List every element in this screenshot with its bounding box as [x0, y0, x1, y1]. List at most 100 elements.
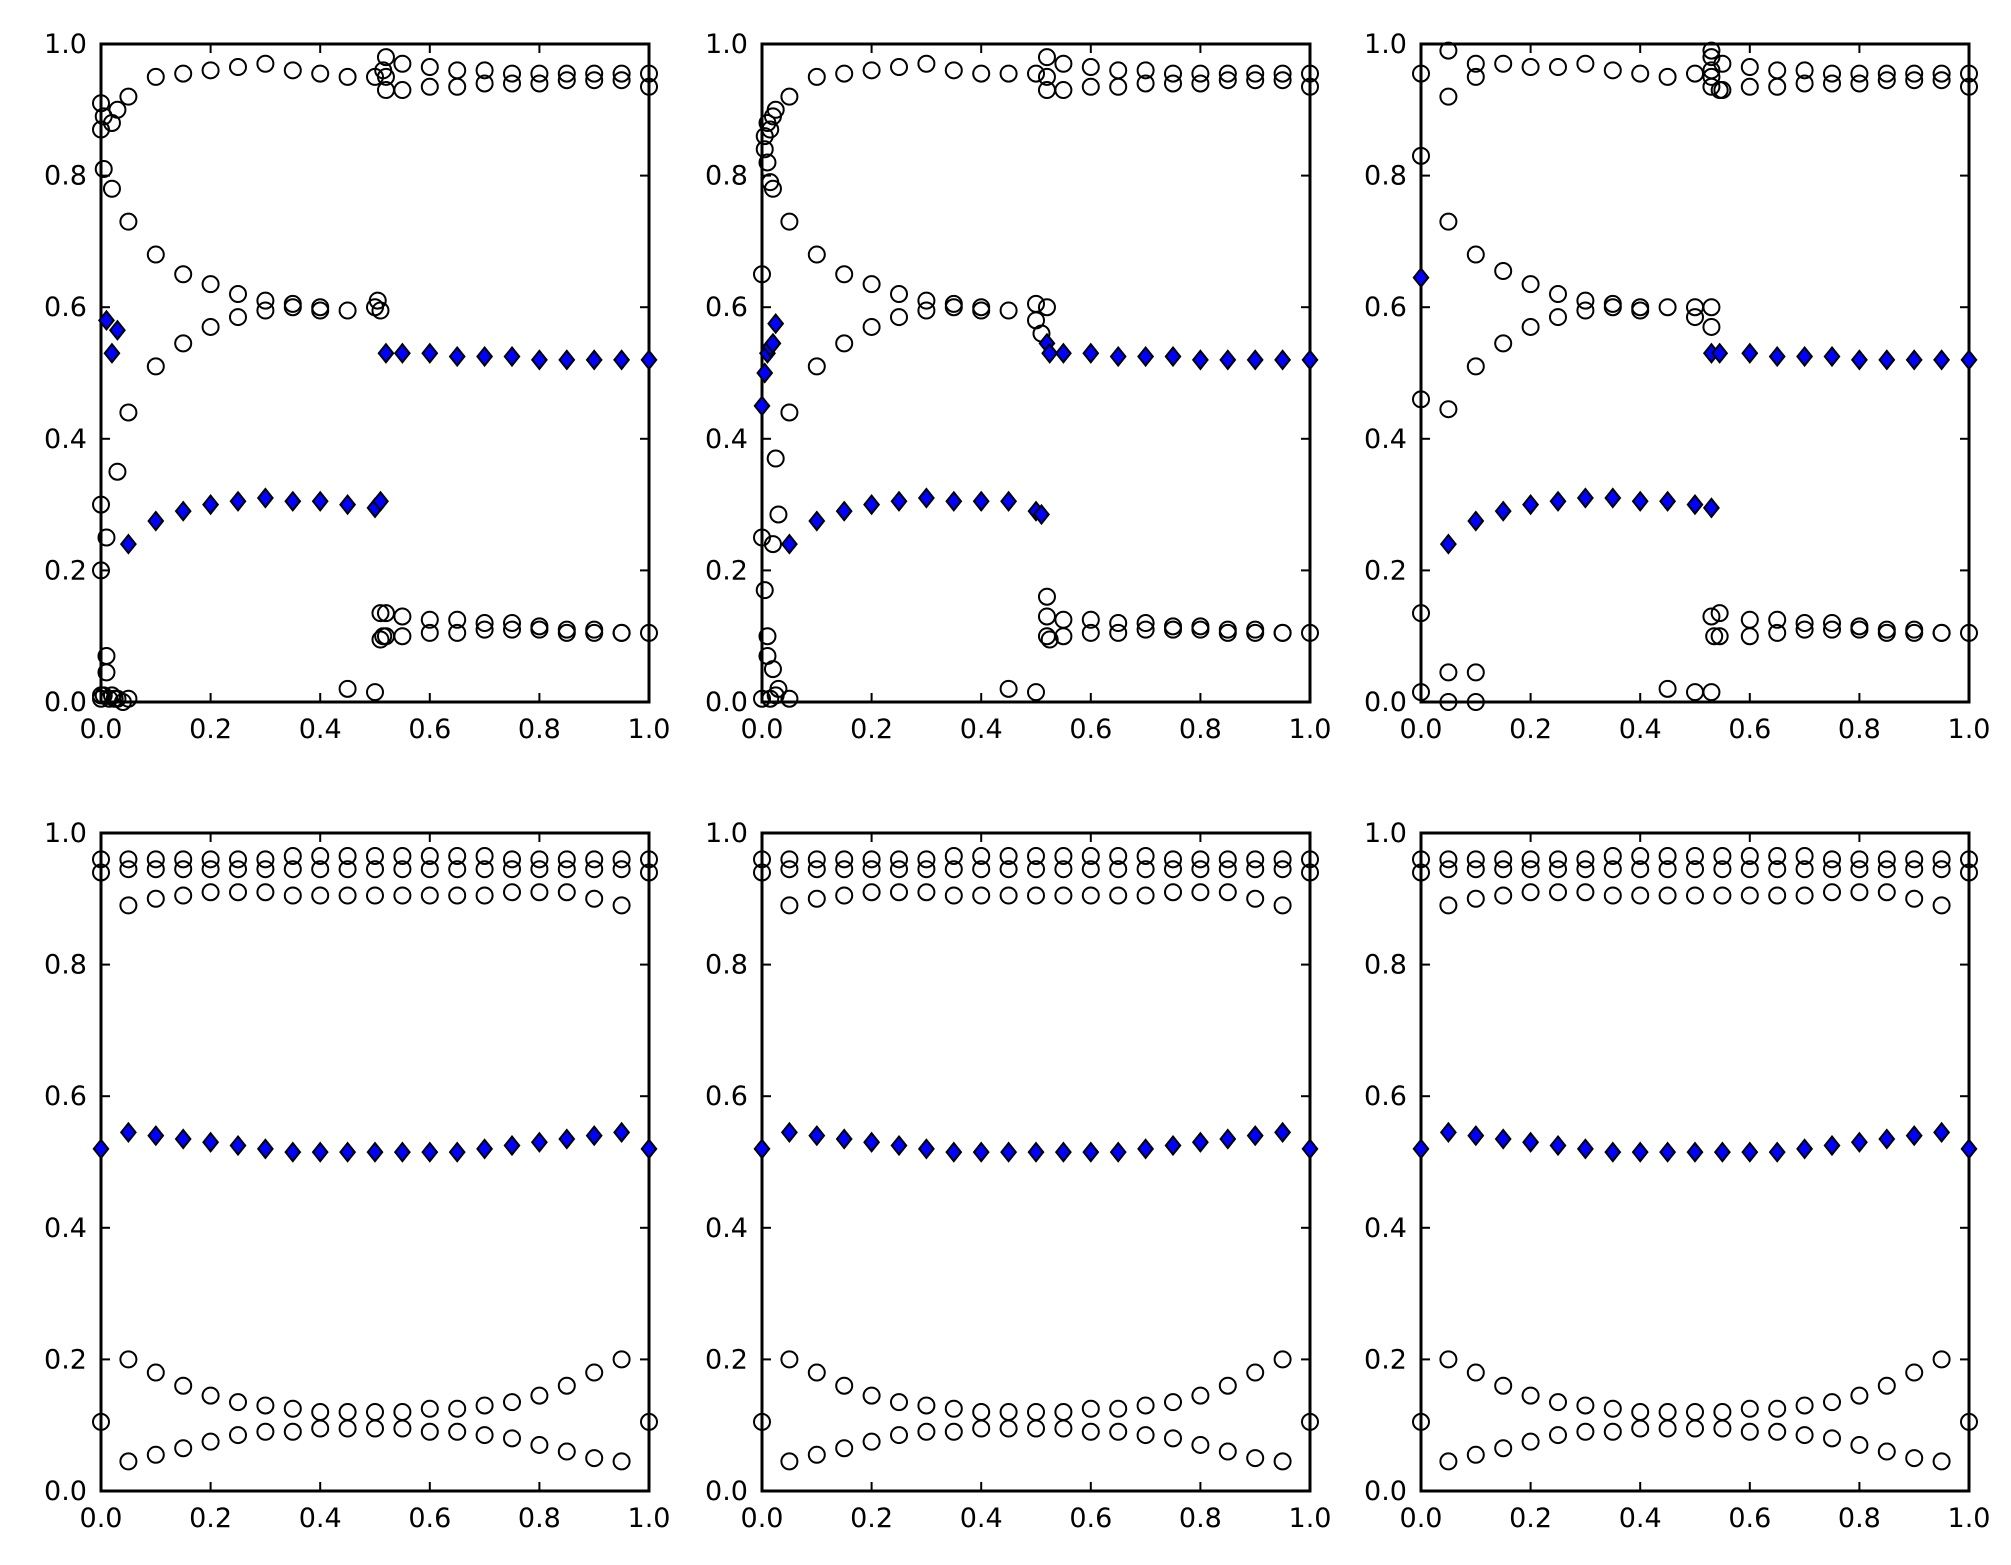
x-tick-label: 0.2: [850, 714, 893, 745]
diamond-point: [1823, 1134, 1841, 1157]
diamond-point: [1796, 1138, 1814, 1160]
open-circle-point: [1823, 614, 1841, 633]
open-circle-point: [1905, 889, 1924, 908]
open-circle-point: [1273, 71, 1292, 90]
open-circle-point: [1549, 1426, 1567, 1445]
diamond-point: [1549, 490, 1567, 512]
y-tick-label: 1.0: [44, 818, 87, 849]
diamond-point: [640, 1138, 658, 1160]
open-circle-point: [557, 883, 576, 902]
open-circle-point: [1191, 64, 1210, 83]
open-circle-point: [503, 1429, 521, 1448]
open-circle-point: [1109, 860, 1128, 879]
open-circle-point: [1740, 58, 1759, 77]
open-circle-point: [1164, 860, 1182, 879]
open-circle-point: [475, 614, 494, 633]
open-circle-point: [174, 1376, 193, 1395]
diamond-point: [1933, 349, 1951, 371]
diamond-point: [229, 490, 247, 512]
open-circle-point: [862, 275, 881, 294]
open-circle-point: [557, 1376, 576, 1395]
open-circle-point: [1603, 1422, 1622, 1441]
diamond-point: [753, 395, 771, 417]
open-circle-point: [999, 679, 1018, 698]
diamond-point: [1576, 487, 1594, 509]
subplot-bottom-right: 0.0 0.2 0.4 0.6 0.8 1.0 0.0 0.2 0.4 0.6 0.8 1.0: [1364, 818, 1990, 1534]
open-circle-point: [917, 301, 936, 320]
open-circle-point: [338, 301, 357, 320]
open-circle-point: [393, 607, 412, 626]
open-circle-point: [1412, 683, 1430, 702]
open-circle-point: [1795, 860, 1814, 879]
y-tick-label: 0.4: [705, 1213, 748, 1244]
open-circle-point: [972, 847, 991, 866]
open-circle-point: [1740, 1399, 1759, 1418]
y-tick-label: 0.6: [1364, 292, 1407, 323]
open-circle-point: [174, 334, 193, 353]
open-circle-point: [338, 886, 357, 905]
open-circle-point: [1932, 860, 1951, 879]
open-circle-point: [640, 64, 658, 83]
open-circle-point: [1631, 1419, 1650, 1438]
open-circle-point: [1191, 850, 1210, 869]
y-tick-label: 0.8: [44, 950, 87, 981]
open-circle-point: [1960, 64, 1978, 83]
open-circle-point: [366, 847, 384, 866]
open-circle-point: [1877, 1376, 1896, 1395]
open-circle-point: [1823, 64, 1841, 83]
open-circle-point: [1081, 860, 1100, 879]
diamond-point: [1494, 1128, 1512, 1150]
diamond-point: [1960, 349, 1978, 371]
diamond-point: [1494, 500, 1512, 522]
diamond-point: [530, 1131, 548, 1153]
open-circle-point: [890, 308, 908, 327]
open-circle-point: [146, 357, 165, 376]
open-circle-point: [1494, 262, 1513, 281]
open-circle-point: [229, 883, 247, 902]
x-tick-label: 1.0: [1948, 1503, 1991, 1534]
open-circle-point: [1795, 886, 1814, 905]
x-tick-label: 0.0: [1400, 714, 1443, 745]
open-circle-point: [1439, 850, 1458, 869]
diamond-point: [972, 1141, 990, 1163]
open-circle-point: [475, 1396, 494, 1415]
open-circle-point: [366, 683, 384, 702]
diamond-point: [92, 1138, 110, 1160]
open-circle-point: [1713, 886, 1732, 905]
open-circle-point: [1850, 74, 1869, 93]
diamond-point: [284, 1141, 302, 1163]
open-circle-point: [174, 850, 193, 869]
axes-frame: [760, 831, 1312, 1493]
markers-layer: [753, 48, 1319, 708]
open-circle-point: [1960, 850, 1978, 869]
open-circle-point: [448, 77, 467, 96]
open-circle-point: [448, 1422, 467, 1441]
diamond-point: [890, 1134, 908, 1157]
diamond-point: [1686, 493, 1704, 516]
open-circle-point: [585, 64, 604, 83]
x-tick-label: 0.8: [1179, 714, 1222, 745]
open-circle-point: [119, 1350, 138, 1369]
subplot-top-left: 0.0 0.2 0.4 0.6 0.8 1.0 0.0 0.2 0.4 0.6 0.8 1.0: [44, 29, 670, 745]
markers-layer: [92, 48, 658, 711]
open-circle-point: [119, 860, 138, 879]
diamond-point: [1412, 1138, 1430, 1160]
open-circle-point: [448, 623, 467, 642]
open-circle-point: [1439, 663, 1458, 682]
open-circle-point: [1521, 883, 1540, 902]
open-circle-point: [1713, 847, 1732, 866]
diamond-point: [147, 510, 165, 532]
open-circle-point: [640, 850, 658, 869]
open-circle-point: [283, 847, 302, 866]
diamond-point: [613, 1121, 631, 1143]
y-tick-label: 0.2: [1364, 555, 1407, 586]
x-tick-label: 0.6: [1728, 1503, 1771, 1534]
open-circle-point: [999, 886, 1018, 905]
open-circle-point: [862, 850, 881, 869]
diamond-point: [917, 487, 935, 509]
diamond-point: [1659, 490, 1677, 512]
open-circle-point: [1081, 847, 1100, 866]
open-circle-point: [780, 403, 799, 422]
open-circle-point: [229, 308, 247, 327]
